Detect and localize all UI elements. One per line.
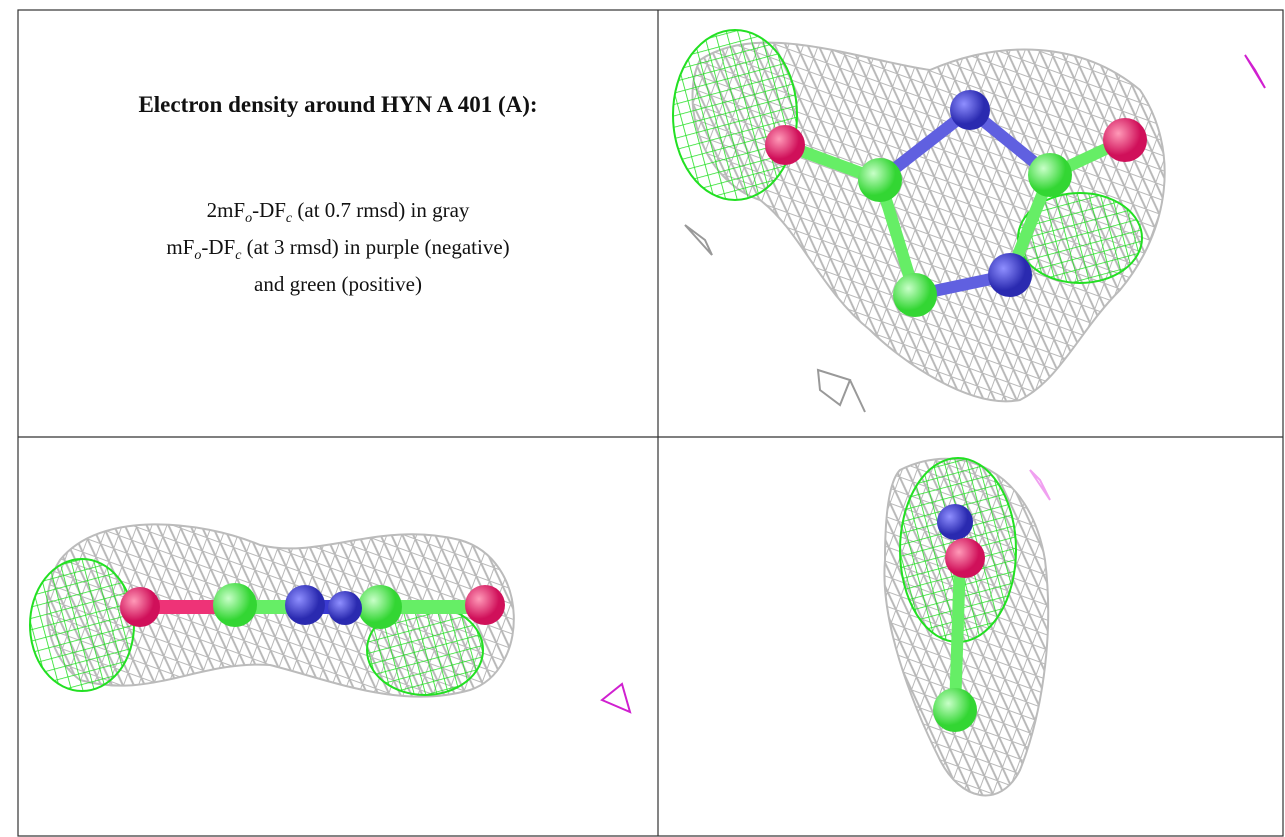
caption-line: 2mFo-DFc (at 0.7 rmsd) in gray [20, 196, 656, 233]
text-run: -DF [252, 198, 286, 222]
text-run: -DF [201, 235, 236, 260]
subscript: o [194, 248, 202, 264]
caption: Electron density around HYN A 401 (A): 2… [20, 92, 656, 298]
text-run: 2mF [206, 198, 246, 222]
subscript: c [285, 211, 293, 227]
subscript: c [235, 248, 242, 264]
density-view-side [29, 523, 632, 714]
density-view-end [883, 457, 1051, 797]
table-grid [17, 9, 1284, 837]
caption-title: Electron density around HYN A 401 (A): [138, 92, 538, 117]
caption-line: mFo-DFc (at 3 rmsd) in purple (negative) [20, 233, 656, 270]
density-view-top [672, 29, 1266, 413]
text-run: (at 0.7 rmsd) in gray [292, 198, 470, 222]
text-run: (at 3 rmsd) in purple (negative) [241, 235, 510, 260]
text-run: and green (positive) [254, 272, 422, 297]
caption-lines: 2mFo-DFc (at 0.7 rmsd) in gray mFo-DFc (a… [20, 196, 656, 298]
caption-line: and green (positive) [20, 270, 656, 298]
subscript: o [245, 211, 253, 227]
text-run: mF [166, 235, 195, 260]
